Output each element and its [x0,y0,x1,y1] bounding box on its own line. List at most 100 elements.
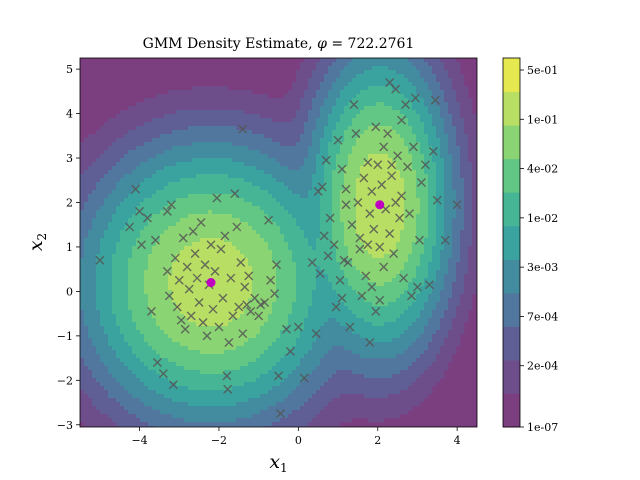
contour-cell [132,110,137,115]
contour-cell [420,278,425,283]
contour-cell [288,266,293,271]
contour-cell [120,262,125,267]
contour-cell [324,122,329,127]
contour-cell [288,102,293,107]
contour-cell [368,202,373,207]
contour-cell [256,118,261,123]
contour-cell [312,170,317,175]
contour-cell [352,194,357,199]
contour-cell [324,198,329,203]
contour-cell [412,86,417,91]
contour-cell [460,74,465,79]
contour-cell [100,230,105,235]
contour-cell [444,138,449,143]
contour-cell [432,266,437,271]
contour-cell [156,222,161,227]
contour-cell [216,122,221,127]
contour-cell [348,126,353,131]
contour-cell [352,62,357,67]
contour-cell [132,146,137,151]
contour-cell [376,178,381,183]
contour-cell [272,210,277,215]
contour-cell [288,238,293,243]
contour-cell [120,234,125,239]
contour-cell [264,198,269,203]
contour-cell [204,146,209,151]
contour-cell [388,206,393,211]
contour-cell [336,226,341,231]
contour-cell [140,182,145,187]
contour-cell [192,206,197,211]
contour-cell [444,74,449,79]
contour-cell [312,174,317,179]
contour-cell [464,118,469,123]
contour-cell [104,222,109,227]
contour-cell [364,130,369,135]
contour-cell [464,154,469,159]
contour-cell [272,130,277,135]
contour-cell [236,90,241,95]
contour-cell [260,130,265,135]
contour-cell [180,230,185,235]
contour-cell [340,230,345,235]
contour-cell [468,186,473,191]
contour-cell [328,266,333,271]
contour-cell [172,98,177,103]
contour-cell [308,90,313,95]
contour-cell [380,170,385,175]
contour-cell [440,258,445,263]
contour-cell [400,206,405,211]
contour-cell [264,270,269,275]
contour-cell [136,250,141,255]
contour-cell [456,234,461,239]
contour-cell [404,122,409,127]
contour-cell [180,166,185,171]
contour-cell [456,114,461,119]
contour-cell [424,246,429,251]
contour-cell [428,218,433,223]
contour-cell [116,178,121,183]
contour-cell [124,118,129,123]
contour-cell [312,90,317,95]
contour-cell [304,234,309,239]
contour-cell [216,214,221,219]
contour-cell [388,98,393,103]
contour-cell [456,214,461,219]
contour-cell [388,66,393,71]
contour-cell [384,166,389,171]
contour-cell [252,246,257,251]
contour-cell [384,214,389,219]
contour-cell [344,194,349,199]
contour-cell [472,258,477,263]
contour-cell [288,194,293,199]
contour-cell [312,122,317,127]
contour-cell [460,218,465,223]
contour-cell [412,62,417,67]
contour-cell [424,190,429,195]
contour-cell [168,150,173,155]
contour-cell [84,142,89,147]
contour-cell [228,182,233,187]
contour-cell [444,274,449,279]
contour-cell [372,190,377,195]
contour-cell [420,202,425,207]
contour-cell [332,214,337,219]
contour-cell [220,126,225,131]
contour-cell [416,162,421,167]
contour-cell [248,242,253,247]
contour-cell [396,70,401,75]
contour-cell [112,198,117,203]
contour-cell [156,150,161,155]
contour-cell [152,190,157,195]
contour-cell [260,114,265,119]
contour-cell [228,250,233,255]
contour-cell [348,230,353,235]
contour-cell [128,222,133,227]
contour-cell [256,246,261,251]
contour-cell [132,114,137,119]
contour-cell [472,226,477,231]
contour-cell [364,138,369,143]
contour-cell [444,78,449,83]
contour-cell [148,174,153,179]
contour-cell [232,198,237,203]
